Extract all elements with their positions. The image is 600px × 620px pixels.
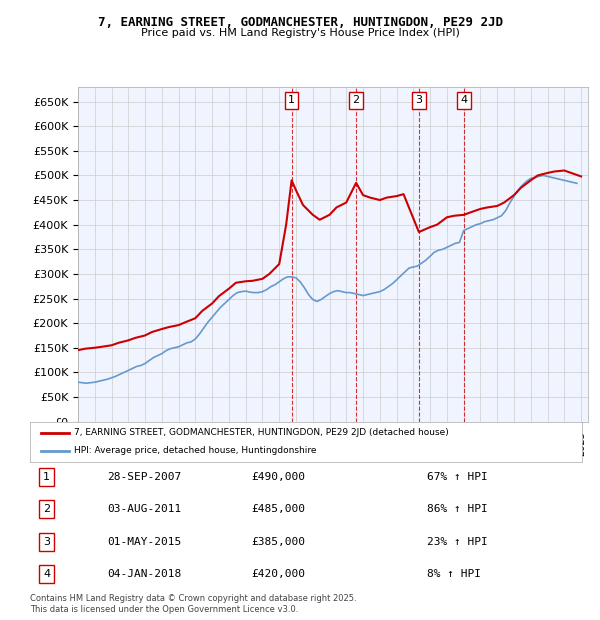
- Text: 3: 3: [415, 95, 422, 105]
- Text: £490,000: £490,000: [251, 472, 305, 482]
- Text: 1: 1: [288, 95, 295, 105]
- Text: 8% ↑ HPI: 8% ↑ HPI: [427, 569, 481, 579]
- Text: Price paid vs. HM Land Registry's House Price Index (HPI): Price paid vs. HM Land Registry's House …: [140, 28, 460, 38]
- Text: £485,000: £485,000: [251, 504, 305, 514]
- Text: 7, EARNING STREET, GODMANCHESTER, HUNTINGDON, PE29 2JD: 7, EARNING STREET, GODMANCHESTER, HUNTIN…: [97, 16, 503, 29]
- Text: 2: 2: [43, 504, 50, 514]
- Text: Contains HM Land Registry data © Crown copyright and database right 2025.
This d: Contains HM Land Registry data © Crown c…: [30, 595, 356, 614]
- Text: 28-SEP-2007: 28-SEP-2007: [107, 472, 182, 482]
- Text: 3: 3: [43, 537, 50, 547]
- Text: 2: 2: [353, 95, 359, 105]
- Text: 04-JAN-2018: 04-JAN-2018: [107, 569, 182, 579]
- Text: 1: 1: [43, 472, 50, 482]
- Text: HPI: Average price, detached house, Huntingdonshire: HPI: Average price, detached house, Hunt…: [74, 446, 317, 455]
- Text: 86% ↑ HPI: 86% ↑ HPI: [427, 504, 488, 514]
- Text: 7, EARNING STREET, GODMANCHESTER, HUNTINGDON, PE29 2JD (detached house): 7, EARNING STREET, GODMANCHESTER, HUNTIN…: [74, 428, 449, 437]
- Text: 01-MAY-2015: 01-MAY-2015: [107, 537, 182, 547]
- Text: 03-AUG-2011: 03-AUG-2011: [107, 504, 182, 514]
- Text: 67% ↑ HPI: 67% ↑ HPI: [427, 472, 488, 482]
- Text: £420,000: £420,000: [251, 569, 305, 579]
- Text: £385,000: £385,000: [251, 537, 305, 547]
- Text: 4: 4: [460, 95, 467, 105]
- Text: 23% ↑ HPI: 23% ↑ HPI: [427, 537, 488, 547]
- Text: 4: 4: [43, 569, 50, 579]
